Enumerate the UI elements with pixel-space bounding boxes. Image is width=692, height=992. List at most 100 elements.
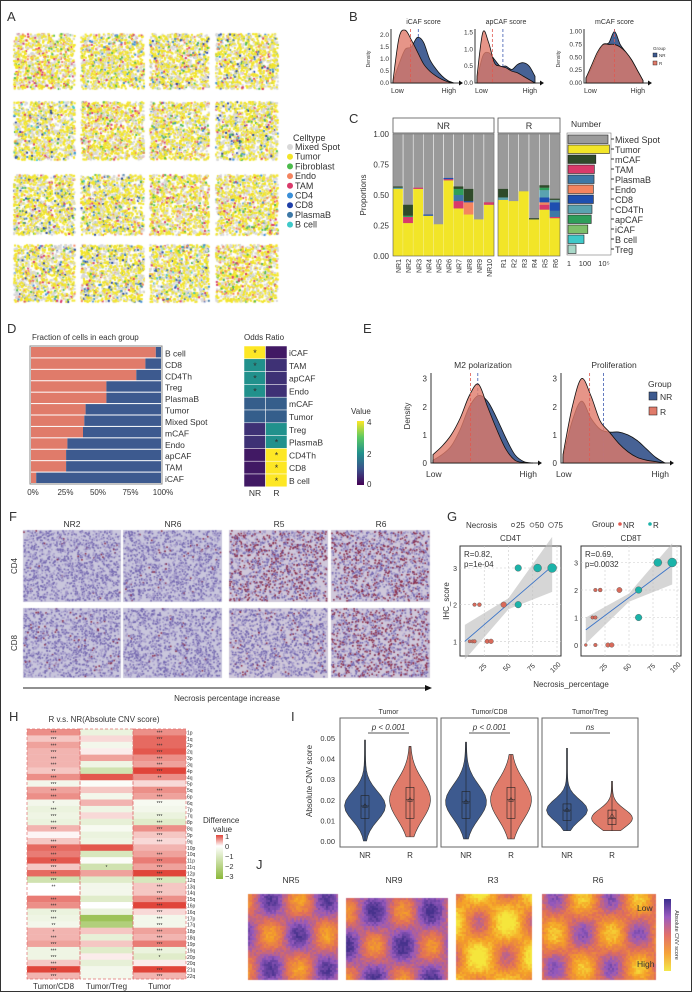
significance-star: *** bbox=[157, 814, 163, 820]
y-tick: 1 bbox=[453, 639, 457, 646]
x-tick: 50% bbox=[90, 488, 106, 497]
heatmap-cell bbox=[80, 940, 133, 948]
number-label: CD4Th bbox=[615, 205, 644, 215]
y-tick: 1 bbox=[574, 616, 578, 623]
legend-swatch bbox=[287, 144, 293, 150]
heatmap-cell bbox=[133, 972, 186, 980]
regression-line bbox=[464, 565, 553, 642]
legend-title: value bbox=[213, 825, 233, 834]
category-label: B cell bbox=[165, 348, 186, 358]
row-label: 16q bbox=[187, 910, 196, 916]
heatmap-cell bbox=[27, 870, 80, 877]
bar-segment-plasmab bbox=[549, 210, 560, 217]
legend-title: Group bbox=[592, 520, 615, 529]
significance-star: *** bbox=[157, 840, 163, 846]
heatmap-cell bbox=[133, 870, 186, 877]
heatmap-cell bbox=[27, 767, 80, 775]
x-tick: 75 bbox=[526, 663, 537, 674]
data-point-R bbox=[635, 614, 643, 622]
bar-segment-mcaf bbox=[539, 185, 550, 188]
row-label: iCAF bbox=[289, 348, 308, 358]
row-label: 2p bbox=[187, 743, 193, 749]
legend-swatch bbox=[652, 60, 658, 66]
legend-title: Difference bbox=[203, 816, 240, 825]
panel-label: H bbox=[9, 709, 18, 724]
number-bar bbox=[567, 164, 595, 174]
bar-NR bbox=[84, 415, 161, 426]
data-point-NR bbox=[584, 643, 588, 647]
heatmap-cell bbox=[27, 754, 80, 762]
heatmap-cell bbox=[80, 799, 133, 807]
plot-title: CD8T bbox=[621, 534, 642, 543]
significance-star: *** bbox=[51, 827, 57, 833]
significance-star: *** bbox=[157, 865, 163, 871]
axis-arrow-icon bbox=[459, 80, 463, 86]
x-tick: R1 bbox=[501, 259, 508, 268]
number-bar bbox=[567, 234, 585, 244]
bar-R bbox=[31, 449, 67, 461]
row-label: 8p bbox=[187, 820, 193, 826]
bar-segment-cd8 bbox=[539, 197, 550, 203]
significance-star: *** bbox=[157, 910, 163, 916]
heatmap-cell bbox=[27, 972, 80, 980]
category-label: mCAF bbox=[165, 428, 189, 438]
heatmap-cell bbox=[27, 863, 80, 871]
x-tick: NR9 bbox=[477, 259, 484, 273]
panel-label: F bbox=[9, 509, 17, 524]
row-label: 9q bbox=[187, 839, 193, 845]
data-point-R bbox=[667, 557, 677, 568]
bar-segment-tumor bbox=[433, 224, 444, 256]
group-legend-icon bbox=[618, 522, 622, 526]
legend-swatch bbox=[287, 192, 293, 199]
heatmap-cell bbox=[80, 844, 133, 851]
x-tick: R5 bbox=[543, 259, 550, 268]
row-label: 19p bbox=[187, 942, 196, 948]
legend-item: R bbox=[659, 61, 663, 66]
heatmap-cell bbox=[80, 972, 133, 980]
significance-star: *** bbox=[51, 756, 57, 762]
row-label: CD4Th bbox=[289, 450, 316, 460]
heatmap-cell bbox=[27, 741, 80, 749]
y-tick: 3 bbox=[553, 375, 558, 384]
size-legend-icon bbox=[529, 522, 535, 528]
x-tick: NR2 bbox=[406, 259, 413, 273]
bar-NR bbox=[67, 438, 161, 449]
legend-item: 75 bbox=[554, 521, 563, 530]
heatmap-cell bbox=[80, 959, 133, 967]
legend-tick: 0 bbox=[367, 480, 372, 489]
row-label: mCAF bbox=[289, 399, 313, 409]
x-tick: NR10 bbox=[487, 259, 494, 277]
legend-tick: −1 bbox=[225, 852, 234, 861]
significance-star: *** bbox=[157, 820, 163, 826]
significance-star: *** bbox=[157, 929, 163, 935]
row-label: PlasmaB bbox=[289, 438, 323, 448]
y-tick: 0.50 bbox=[569, 54, 582, 61]
bar-segment-tam bbox=[453, 201, 464, 209]
significance-star: *** bbox=[51, 814, 57, 820]
heatmap-cell bbox=[80, 735, 133, 743]
significance-star: *** bbox=[157, 859, 163, 865]
bar-segment-tumor bbox=[539, 209, 550, 256]
legend-item: B cell bbox=[295, 220, 317, 230]
row-label: 22q bbox=[187, 974, 196, 980]
number-label: iCAF bbox=[615, 225, 636, 235]
y-axis-label: Density bbox=[366, 50, 372, 67]
x-tick: 50 bbox=[623, 663, 634, 674]
heatmap-cell bbox=[133, 761, 186, 768]
bar-R bbox=[31, 358, 146, 369]
heatmap-cell bbox=[27, 857, 80, 864]
row-label: 14q bbox=[187, 891, 196, 897]
panel-label: I bbox=[291, 709, 295, 724]
data-point-R bbox=[653, 558, 662, 567]
y-axis-label: IHC_score bbox=[442, 582, 451, 620]
mean-triangle-icon bbox=[609, 813, 615, 819]
bar-segment-tam bbox=[549, 216, 560, 219]
significance-star: *** bbox=[51, 808, 57, 814]
row-label: 17q bbox=[187, 923, 196, 929]
significance-star: *** bbox=[51, 865, 57, 871]
value-colorbar bbox=[357, 421, 364, 485]
legend-title: Necrosis bbox=[466, 521, 497, 530]
row-label: 18q bbox=[187, 936, 196, 942]
heatmap-cell bbox=[80, 863, 133, 871]
facet-title: Tumor bbox=[379, 709, 400, 716]
